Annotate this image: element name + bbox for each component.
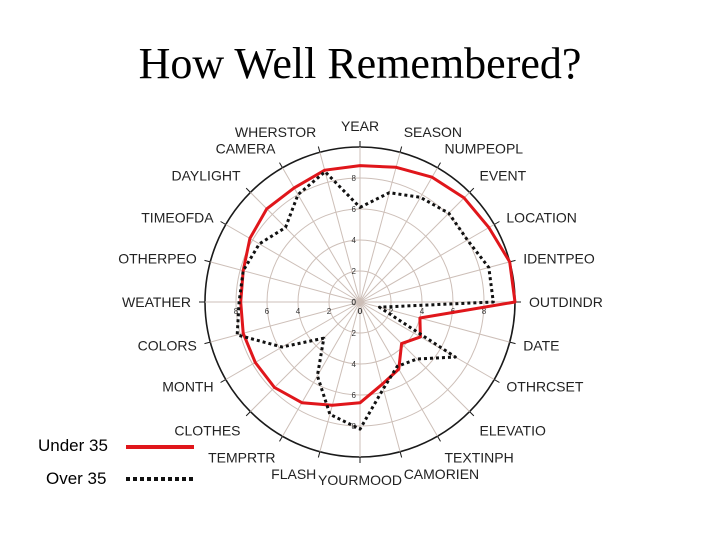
legend-item-over-35: Over 35 <box>46 469 156 489</box>
axis-label-year: YEAR <box>341 118 379 134</box>
r-tick-label: 0 <box>352 298 357 307</box>
spoke <box>282 167 361 303</box>
spoke <box>359 192 470 303</box>
axis-label-timeofda: TIMEOFDA <box>141 210 214 226</box>
axis-label-wherstor: WHERSTOR <box>235 124 316 140</box>
outer-tick <box>437 435 441 442</box>
axis-label-date: DATE <box>523 338 559 354</box>
r-tick-label: 8 <box>482 307 487 316</box>
r-tick-label: 2 <box>389 307 394 316</box>
spoke <box>359 261 510 303</box>
spoke <box>359 224 495 303</box>
axis-label-camorien: CAMORIEN <box>404 466 479 482</box>
page-title: How Well Remembered? <box>138 39 582 88</box>
legend-swatch-solid <box>126 445 194 449</box>
outer-tick <box>493 379 500 383</box>
spoke <box>250 301 361 412</box>
outer-tick <box>317 146 321 153</box>
outer-tick <box>469 411 475 417</box>
axis-label-daylight: DAYLIGHT <box>172 168 241 184</box>
outer-tick <box>279 162 283 169</box>
spoke <box>359 152 401 303</box>
outer-tick <box>469 187 475 193</box>
outer-tick <box>399 451 403 458</box>
outer-tick <box>399 146 403 153</box>
r-tick-label: 8 <box>234 307 239 316</box>
legend-item-under-35: Under 35 <box>38 436 148 456</box>
spoke <box>359 301 401 452</box>
axis-label-numpeopl: NUMPEOPL <box>445 141 524 157</box>
axis-label-season: SEASON <box>404 124 462 140</box>
spoke <box>359 301 470 412</box>
legend-swatch-dotted <box>126 477 194 481</box>
outer-tick <box>245 411 251 417</box>
outer-tick <box>317 451 321 458</box>
spoke <box>359 301 510 343</box>
axis-label-othrcset: OTHRCSET <box>506 379 583 395</box>
axis-label-flash: FLASH <box>271 466 316 482</box>
spoke <box>282 301 361 437</box>
spoke <box>359 301 495 380</box>
axis-label-location: LOCATION <box>506 210 577 226</box>
r-tick-label: 2 <box>327 307 332 316</box>
outer-tick <box>220 379 227 383</box>
axis-label-textinph: TEXTINPH <box>445 449 514 465</box>
axis-label-temprtr: TEMPRTR <box>208 449 275 465</box>
r-tick-label: 0 <box>358 307 363 316</box>
outer-tick <box>437 162 441 169</box>
spoke <box>210 301 361 343</box>
r-tick-label: 6 <box>352 391 357 400</box>
series-line-over-35 <box>235 170 495 431</box>
r-tick-label: 4 <box>420 307 425 316</box>
radar-spokes <box>199 141 521 463</box>
r-tick-label: 0 <box>358 307 363 316</box>
axis-label-outdindr: OUTDINDR <box>529 294 603 310</box>
r-tick-label: 4 <box>352 360 357 369</box>
axis-label-elevatio: ELEVATIO <box>480 423 547 439</box>
outer-tick <box>509 341 516 345</box>
axis-label-weather: WEATHER <box>122 294 191 310</box>
axis-label-colors: COLORS <box>138 338 197 354</box>
axis-label-month: MONTH <box>162 379 213 395</box>
axis-label-otherpeo: OTHERPEO <box>118 250 197 266</box>
r-tick-label: 4 <box>296 307 301 316</box>
series-line-under-35 <box>239 164 517 407</box>
outer-tick <box>279 435 283 442</box>
r-tick-label: 4 <box>352 236 357 245</box>
spoke <box>210 261 361 303</box>
r-tick-label: 8 <box>352 174 357 183</box>
axis-label-event: EVENT <box>480 168 527 184</box>
legend-label: Under 35 <box>38 436 108 455</box>
r-tick-label: 0 <box>352 298 357 307</box>
r-tick-label: 2 <box>352 267 357 276</box>
spoke <box>225 301 361 380</box>
outer-tick <box>220 221 227 225</box>
r-tick-label: 6 <box>265 307 270 316</box>
r-tick-label: 6 <box>352 205 357 214</box>
spoke <box>250 192 361 303</box>
axis-label-clothes: CLOTHES <box>174 423 240 439</box>
outer-tick <box>245 187 251 193</box>
spoke <box>359 167 438 303</box>
spoke <box>319 301 361 452</box>
spoke <box>225 224 361 303</box>
axis-label-yourmood: YOURMOOD <box>318 472 402 488</box>
spoke <box>319 152 361 303</box>
outer-tick <box>493 221 500 225</box>
outer-tick <box>204 259 211 263</box>
radar-series <box>235 164 517 431</box>
axis-label-camera: CAMERA <box>216 141 277 157</box>
r-tick-label: 2 <box>352 329 357 338</box>
legend-label: Over 35 <box>46 469 107 488</box>
outer-tick <box>204 341 211 345</box>
axis-label-identpeo: IDENTPEO <box>523 250 595 266</box>
